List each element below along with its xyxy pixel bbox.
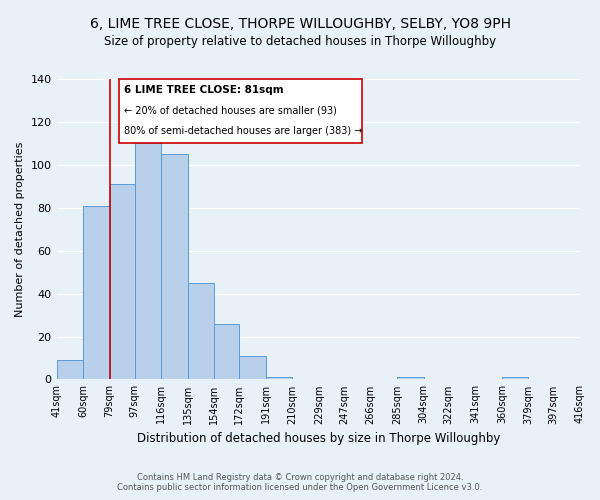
Bar xyxy=(135,144,161,380)
Bar xyxy=(56,360,83,380)
Bar xyxy=(188,283,214,380)
Text: 80% of semi-detached houses are larger (383) →: 80% of semi-detached houses are larger (… xyxy=(124,126,362,136)
Text: Contains HM Land Registry data © Crown copyright and database right 2024.
Contai: Contains HM Land Registry data © Crown c… xyxy=(118,473,482,492)
Text: 6, LIME TREE CLOSE, THORPE WILLOUGHBY, SELBY, YO8 9PH: 6, LIME TREE CLOSE, THORPE WILLOUGHBY, S… xyxy=(89,18,511,32)
Bar xyxy=(502,378,529,380)
Bar xyxy=(239,356,266,380)
Y-axis label: Number of detached properties: Number of detached properties xyxy=(15,142,25,317)
Bar xyxy=(110,184,135,380)
Text: ← 20% of detached houses are smaller (93): ← 20% of detached houses are smaller (93… xyxy=(124,106,337,116)
Text: Size of property relative to detached houses in Thorpe Willoughby: Size of property relative to detached ho… xyxy=(104,35,496,48)
Bar xyxy=(161,154,188,380)
Text: 6 LIME TREE CLOSE: 81sqm: 6 LIME TREE CLOSE: 81sqm xyxy=(124,86,283,96)
X-axis label: Distribution of detached houses by size in Thorpe Willoughby: Distribution of detached houses by size … xyxy=(137,432,500,445)
FancyBboxPatch shape xyxy=(119,79,362,144)
Bar xyxy=(266,378,292,380)
Bar xyxy=(214,324,239,380)
Bar xyxy=(397,378,424,380)
Bar xyxy=(83,206,110,380)
